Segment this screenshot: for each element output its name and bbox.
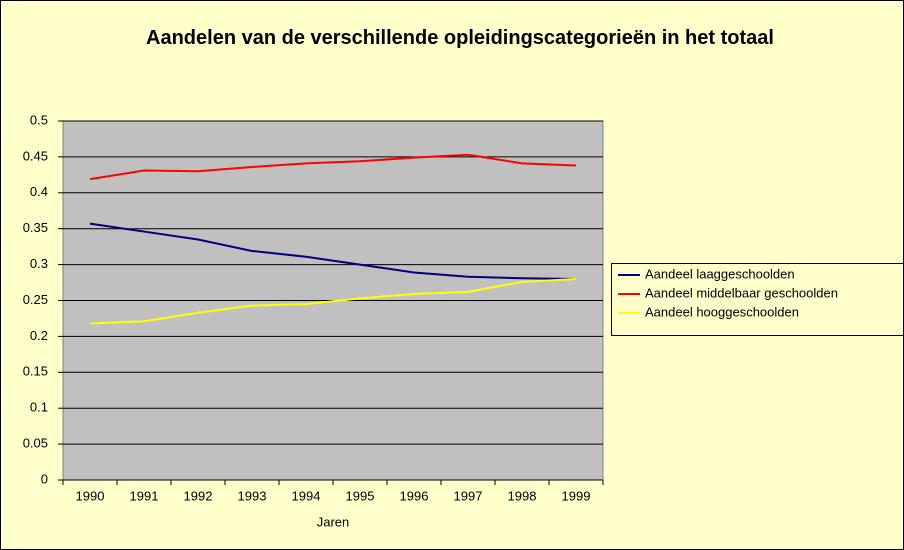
y-tick-label: 0.5 [30,112,48,127]
x-tick-label: 1995 [346,488,375,503]
y-tick-label: 0.25 [23,292,48,307]
x-tick-label: 1999 [562,488,591,503]
legend-label: Aandeel middelbaar geschoolden [645,285,838,300]
y-tick-label: 0.3 [30,256,48,271]
x-tick-label: 1997 [454,488,483,503]
y-tick-label: 0.05 [23,436,48,451]
x-tick-label: 1998 [508,488,537,503]
legend-box [611,263,904,336]
chart-title: Aandelen van de verschillende opleidings… [146,27,774,49]
y-tick-label: 0.1 [30,400,48,415]
x-tick-label: 1996 [400,488,429,503]
x-tick-label: 1991 [130,488,159,503]
legend-label: Aandeel laaggeschoolden [645,266,795,281]
x-axis-label: Jaren [317,514,350,529]
y-tick-label: 0.45 [23,148,48,163]
y-tick-label: 0 [41,471,48,486]
series-line [89,222,577,280]
x-tick-label: 1992 [184,488,213,503]
y-tick-label: 0.4 [30,184,48,199]
series-line [89,277,577,325]
x-tick-label: 1990 [76,488,105,503]
series-line [89,153,577,181]
x-tick-label: 1993 [238,488,267,503]
legend-label: Aandeel hooggeschoolden [645,304,799,319]
y-tick-label: 0.15 [23,364,48,379]
y-tick-label: 0.2 [30,328,48,343]
x-tick-label: 1994 [292,488,321,503]
y-tick-label: 0.35 [23,220,48,235]
